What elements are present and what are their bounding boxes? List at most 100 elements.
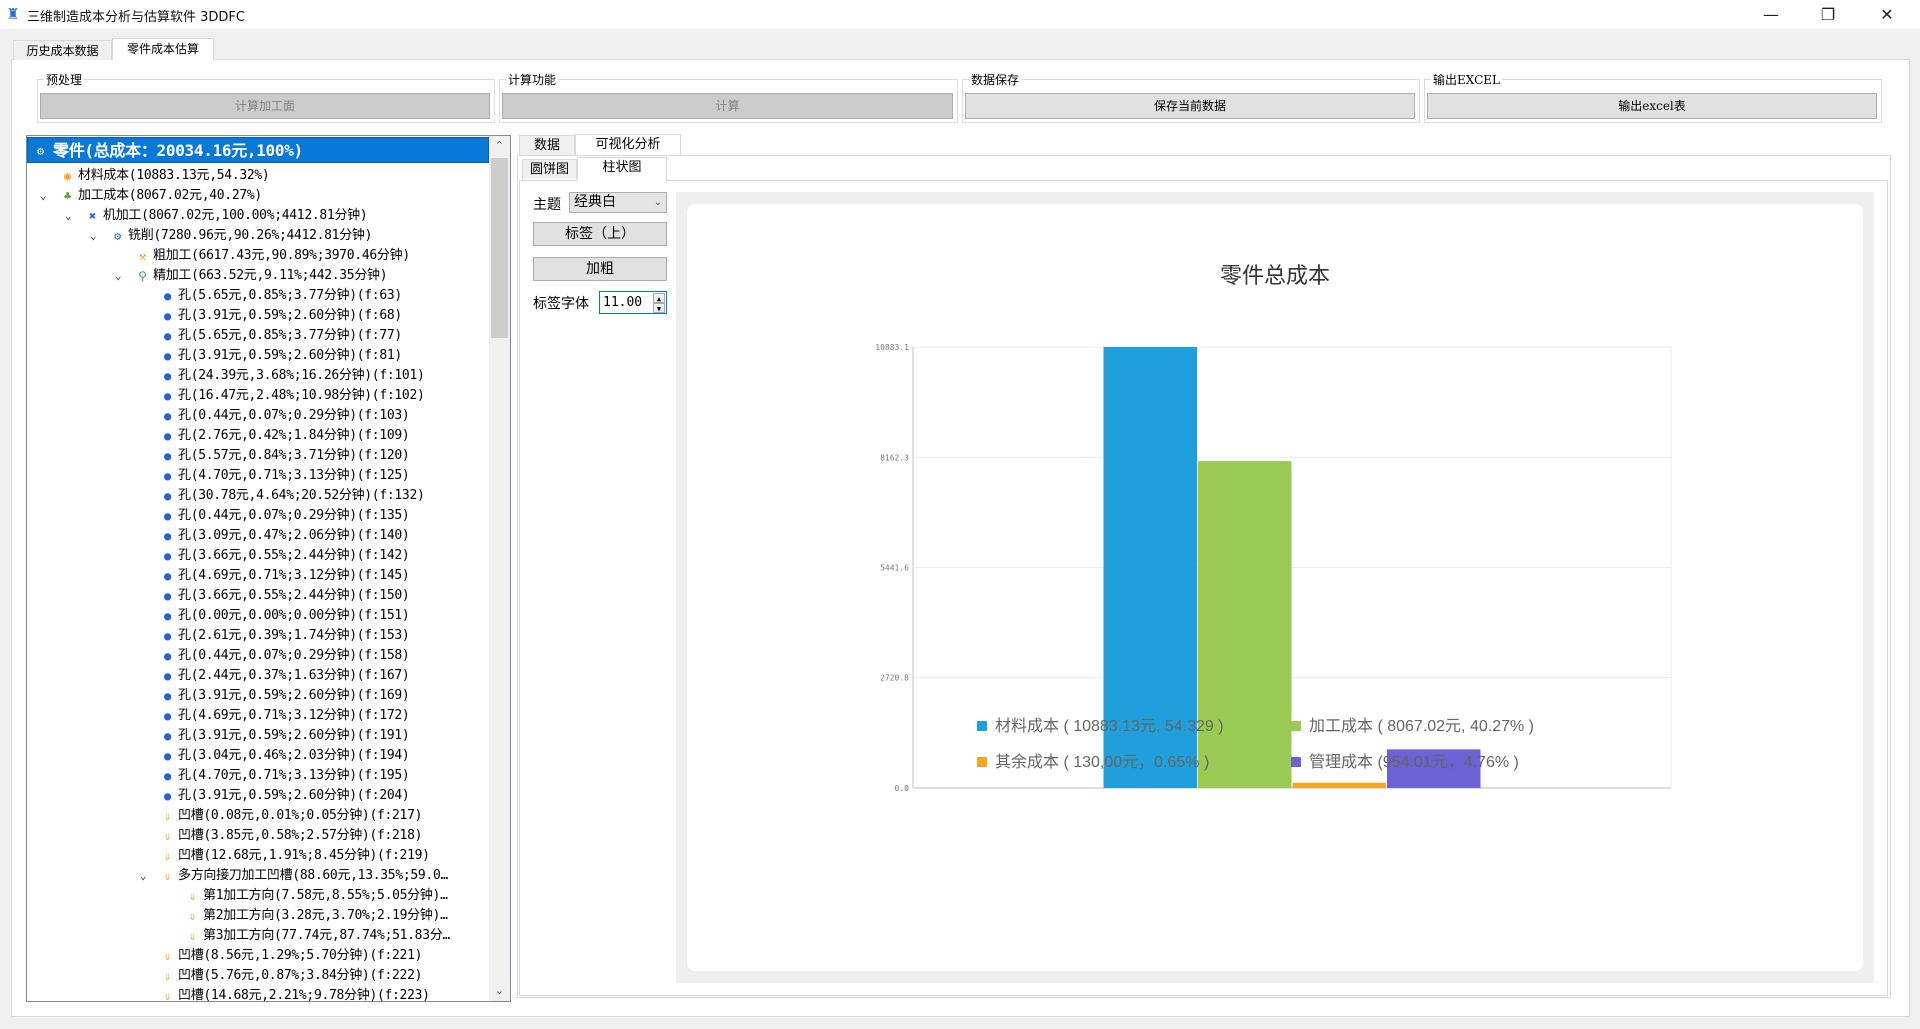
compute-faces-button[interactable]: 计算加工面: [40, 93, 490, 119]
tree-item-label: 孔(5.65元,0.85%;3.77分钟)(f:77): [178, 328, 402, 343]
legend-item[interactable]: 其余成本 ( 130,00元，0.65% ): [977, 748, 1209, 772]
expand-chevron-icon[interactable]: ⌄: [39, 189, 47, 202]
tree-item-label: 孔(2.76元,0.42%;1.84分钟)(f:109): [178, 428, 410, 443]
legend-label: 其余成本 ( 130,00元，0.65% ): [995, 754, 1210, 771]
tab-bar-chart[interactable]: 柱状图: [577, 157, 667, 181]
hole-icon: ●: [164, 329, 171, 343]
tools-icon: ✖: [89, 209, 96, 223]
tree-item-label: 孔(3.91元,0.59%;2.60分钟)(f:68): [178, 308, 402, 323]
tree-item-label: 孔(3.91元,0.59%;2.60分钟)(f:81): [178, 348, 402, 363]
tab-part-cost-estimate[interactable]: 零件成本估算: [112, 38, 214, 60]
bold-button[interactable]: 加粗: [533, 257, 667, 281]
gear-icon: ⚙: [114, 229, 121, 243]
groove-icon: ⇓: [189, 909, 196, 923]
group-compute: 计算功能 计算: [499, 71, 958, 123]
y-tick-label: 5441.6: [880, 563, 909, 572]
y-tick-label: 10883.1: [875, 343, 909, 352]
hole-icon: ●: [164, 749, 171, 763]
bar-2: [1198, 461, 1292, 788]
tab-data[interactable]: 数据: [519, 135, 575, 155]
tree-item-label: 孔(4.70元,0.71%;3.13分钟)(f:195): [178, 768, 410, 783]
scroll-thumb[interactable]: [491, 158, 508, 338]
compute-button[interactable]: 计算: [502, 93, 953, 119]
chart-title: 零件总成本: [1219, 264, 1330, 289]
hole-icon: ●: [164, 389, 171, 403]
tree-item-label: 凹槽(8.56元,1.29%;5.70分钟)(f:221): [178, 948, 423, 963]
label-position-button[interactable]: 标签（上）: [533, 222, 667, 246]
groove-icon: ⇓: [164, 969, 171, 983]
tree-item-label: 孔(5.65元,0.85%;3.77分钟)(f:63): [178, 288, 402, 303]
tree-item-label: 孔(4.69元,0.71%;3.12分钟)(f:145): [178, 568, 410, 583]
groove-icon: ⇓: [189, 889, 196, 903]
expand-chevron-icon[interactable]: ⌄: [114, 269, 122, 282]
tree-item-label: 孔(3.09元,0.47%;2.06分钟)(f:140): [178, 528, 410, 543]
y-tick-label: 0.0: [895, 784, 910, 793]
minimize-button[interactable]: —: [1763, 5, 1779, 24]
tree-item-label: 孔(3.66元,0.55%;2.44分钟)(f:142): [178, 548, 410, 563]
expand-chevron-icon[interactable]: ⌄: [139, 869, 147, 882]
tree-item-label: 凹槽(5.76元,0.87%;3.84分钟)(f:222): [178, 968, 423, 983]
tree-item-label: 凹槽(12.68元,1.91%;8.45分钟)(f:219): [178, 848, 430, 863]
label-font-size-value: 11.00: [603, 295, 643, 310]
tree-item-label: 凹槽(0.08元,0.01%;0.05分钟)(f:217): [178, 808, 423, 823]
restore-button[interactable]: ❐: [1820, 5, 1836, 24]
hole-icon: ●: [164, 529, 171, 543]
tree-item-label: 加工成本(8067.02元,40.27%): [78, 188, 262, 203]
groove-icon: ⇓: [164, 849, 171, 863]
theme-value: 经典白: [574, 194, 616, 210]
cost-tree[interactable]: ⚙ 零件(总成本：20034.16元,100%) ◉ 材料成本(10883.13元,5…: [26, 135, 511, 1002]
legend-item[interactable]: 材料成本 ( 10883.13元, 54.329 ): [977, 712, 1224, 736]
close-button[interactable]: ✕: [1880, 5, 1894, 24]
scroll-up-icon[interactable]: ⌃: [494, 139, 505, 152]
chart-card: 零件总成本 0.0 2720.8 5441.6 8162.3 10883.1 材料成本 …: [687, 204, 1863, 971]
expand-chevron-icon[interactable]: ⌄: [89, 229, 97, 242]
scroll-down-icon[interactable]: ⌄: [494, 984, 505, 997]
spin-up-icon[interactable]: ▲: [653, 293, 665, 303]
drill-icon: ⚲: [138, 269, 147, 283]
hole-icon: ●: [164, 629, 171, 643]
expand-chevron-icon[interactable]: ⌄: [64, 209, 72, 222]
tree-item-label: 孔(4.69元,0.71%;3.12分钟)(f:172): [178, 708, 410, 723]
hole-icon: ●: [164, 429, 171, 443]
legend-item[interactable]: 管理成本 (954.01元，4.76% ): [1291, 748, 1519, 772]
label-font-size-spinbox[interactable]: 11.00 ▲ ▼: [599, 291, 667, 314]
spin-down-icon[interactable]: ▼: [653, 303, 665, 313]
tree-item-label: 孔(0.44元,0.07%;0.29分钟)(f:103): [178, 408, 410, 423]
tree-item-label: 第2加工方向(3.28元,3.70%;2.19分钟)…: [203, 908, 448, 923]
tab-visual-analysis[interactable]: 可视化分析: [575, 134, 681, 156]
hole-icon: ●: [164, 589, 171, 603]
hole-icon: ●: [164, 769, 171, 783]
hole-icon: ●: [164, 549, 171, 563]
groove-icon: ⇓: [189, 929, 196, 943]
tree-item-label: 精加工(663.52元,9.11%;442.35分钟): [153, 268, 388, 283]
hole-icon: ●: [164, 489, 171, 503]
tree-item-label: 孔(5.57元,0.84%;3.71分钟)(f:120): [178, 448, 410, 463]
tree-root-item[interactable]: ⚙ 零件(总成本：20034.16元,100%): [27, 137, 489, 163]
export-excel-button[interactable]: 输出excel表: [1427, 93, 1877, 119]
theme-select[interactable]: 经典白 ⌄: [569, 192, 667, 213]
hole-icon: ●: [164, 689, 171, 703]
y-tick-label: 8162.3: [880, 453, 909, 462]
hole-icon: ●: [164, 349, 171, 363]
tab-pie-chart[interactable]: 圆饼图: [522, 159, 577, 179]
factory-icon: ♣: [64, 189, 71, 203]
legend-label: 材料成本 ( 10883.13元, 54.329 ): [995, 718, 1224, 735]
legend-swatch: [977, 757, 987, 767]
tree-item-label: 孔(24.39元,3.68%;16.26分钟)(f:101): [178, 368, 425, 383]
hole-icon: ●: [164, 369, 171, 383]
legend-swatch: [1291, 757, 1301, 767]
tree-item-label: 孔(3.91元,0.59%;2.60分钟)(f:204): [178, 788, 410, 803]
save-current-data-button[interactable]: 保存当前数据: [965, 93, 1415, 119]
group-save: 数据保存 保存当前数据: [962, 71, 1420, 123]
legend-label: 管理成本 (954.01元，4.76% ): [1309, 754, 1519, 771]
groove-icon: ⇓: [164, 809, 171, 823]
tree-item-label: 孔(3.91元,0.59%;2.60分钟)(f:169): [178, 688, 410, 703]
tree-scrollbar[interactable]: ⌃ ⌄: [489, 136, 510, 1001]
tab-history-cost[interactable]: 历史成本数据: [13, 40, 112, 60]
bar-4: [1387, 749, 1481, 788]
legend-item[interactable]: 加工成本 ( 8067.02元, 40.27% ): [1291, 712, 1534, 736]
group-preprocess-title: 预处理: [44, 71, 85, 88]
groove-icon: ⇓: [164, 869, 171, 883]
hole-icon: ●: [164, 649, 171, 663]
hole-icon: ●: [164, 669, 171, 683]
